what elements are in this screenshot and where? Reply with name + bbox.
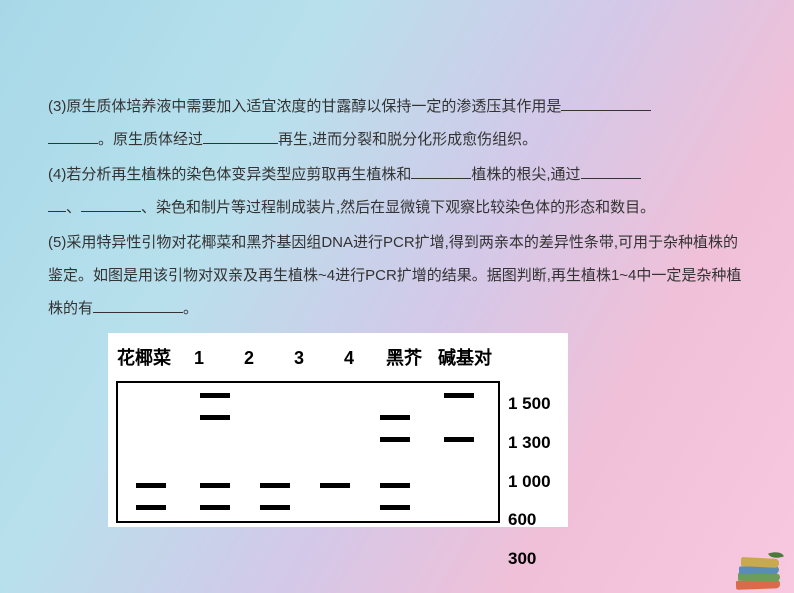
bp-1500: 1 500 (508, 385, 551, 422)
blank-3a (561, 96, 651, 111)
gel-band (380, 437, 410, 442)
books-decoration (731, 547, 786, 589)
blank-3b (203, 129, 278, 144)
gel-row: 1 500 1 300 1 000 600 300 (108, 381, 568, 523)
q3-text-b: 。原生质体经过 (98, 131, 203, 148)
gel-band (444, 393, 474, 398)
gel-band (200, 415, 230, 420)
book-icon (741, 557, 779, 568)
blank-5a (93, 298, 183, 313)
gel-band (260, 483, 290, 488)
gel-band (380, 505, 410, 510)
gel-band (260, 505, 290, 510)
bp-group-bot: 600 300 (508, 501, 551, 578)
gel-band (200, 393, 230, 398)
gel-band (200, 505, 230, 510)
gel-box (116, 381, 500, 523)
q4-text-c: 、 (66, 199, 81, 216)
lane-label-4: 4 (324, 339, 374, 379)
blank-4b2 (48, 197, 66, 212)
blank-4b (581, 164, 641, 179)
q3-text-a: (3)原生质体培养液中需要加入适宜浓度的甘露醇以保持一定的渗透压其作用是 (48, 98, 561, 115)
question-4: (4)若分析再生植株的染色体变异类型应剪取再生植株和 植株的根尖,通过 、 、染色和… (48, 158, 746, 224)
gel-band (200, 483, 230, 488)
blank-4c (81, 197, 141, 212)
lane-label-3: 3 (274, 339, 324, 379)
blank-3a2 (48, 129, 98, 144)
lane-label-2: 2 (224, 339, 274, 379)
q4-text-d: 、染色和制片等过程制成装片,然后在显微镜下观察比较染色体的形态和数目。 (141, 199, 655, 216)
bp-group-top: 1 500 1 300 1 000 (508, 385, 551, 501)
gel-band (320, 483, 350, 488)
bp-300: 300 (508, 540, 551, 577)
q5-text-b: 。 (183, 300, 198, 317)
gel-diagram: 花椰菜 1 2 3 4 黑芥 碱基对 1 500 1 300 1 000 600… (108, 333, 568, 527)
gel-band (136, 483, 166, 488)
bp-1000: 1 000 (508, 463, 551, 500)
bp-1300: 1 300 (508, 424, 551, 461)
gel-band (136, 505, 166, 510)
lane-label-mustard: 黑芥 (374, 339, 434, 379)
q4-text-a: (4)若分析再生植株的染色体变异类型应剪取再生植株和 (48, 166, 411, 183)
question-3: (3)原生质体培养液中需要加入适宜浓度的甘露醇以保持一定的渗透压其作用是 。原生… (48, 90, 746, 156)
lane-label-1: 1 (174, 339, 224, 379)
question-content: (3)原生质体培养液中需要加入适宜浓度的甘露醇以保持一定的渗透压其作用是 。原生… (0, 0, 794, 547)
question-5: (5)采用特异性引物对花椰菜和黑芥基因组DNA进行PCR扩增,得到两亲本的差异性… (48, 226, 746, 325)
q3-text-c: 再生,进而分裂和脱分化形成愈伤组织。 (278, 131, 537, 148)
q4-text-b: 植株的根尖,通过 (471, 166, 580, 183)
gel-band (380, 483, 410, 488)
lane-label-cauliflower: 花椰菜 (114, 339, 174, 379)
gel-band (380, 415, 410, 420)
bp-column: 1 500 1 300 1 000 600 300 (500, 381, 551, 523)
lane-header: 花椰菜 1 2 3 4 黑芥 碱基对 (108, 339, 568, 381)
gel-band (444, 437, 474, 442)
blank-4a (411, 164, 471, 179)
lane-label-bp: 碱基对 (434, 339, 494, 379)
bp-600: 600 (508, 501, 551, 538)
